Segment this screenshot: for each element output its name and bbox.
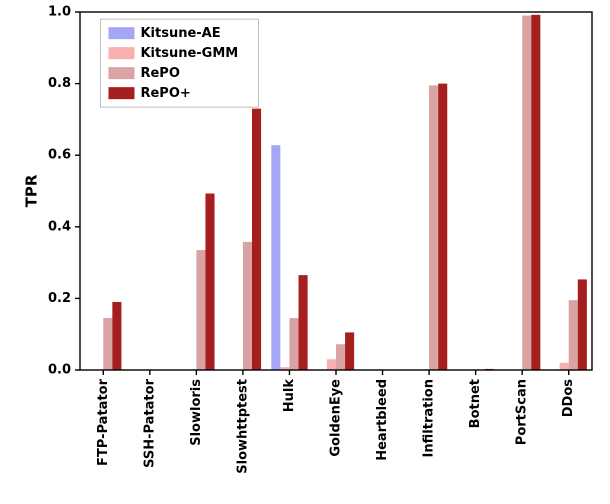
xtick-label: FTP-Patator (96, 378, 111, 466)
bar-repo--0 (112, 302, 121, 370)
y-axis-label: TPR (23, 174, 41, 207)
ytick-label: 0.6 (48, 148, 71, 163)
ytick-label: 0.2 (48, 291, 71, 306)
bar-repo--9 (531, 15, 540, 370)
bar-repo--5 (345, 332, 354, 370)
bar-kitsune-gmm-10 (560, 363, 569, 370)
xtick-label: GoldenEye (329, 379, 344, 457)
legend-label: Kitsune-GMM (140, 46, 238, 61)
legend-label: Kitsune-AE (140, 26, 220, 41)
bar-repo--2 (205, 194, 214, 370)
legend-label: RePO (140, 66, 179, 81)
bar-repo--3 (252, 109, 261, 370)
xtick-label: Hulk (282, 379, 297, 413)
bar-kitsune-ae-4 (271, 145, 280, 370)
xtick-label: Slowhttptest (235, 379, 250, 474)
legend-swatch (108, 27, 134, 39)
legend-swatch (108, 47, 134, 59)
ytick-label: 0.8 (48, 76, 71, 91)
bar-repo-9 (522, 16, 531, 370)
ytick-label: 0.0 (48, 363, 71, 378)
ytick-label: 0.4 (48, 219, 71, 234)
bar-repo--10 (578, 279, 587, 370)
bar-repo-5 (336, 344, 345, 370)
legend-swatch (108, 87, 134, 99)
tpr-bar-chart: 0.0 0.2 0.4 0.6 0.8 1.0 FTP-Patator SSH-Patator… (0, 0, 610, 504)
bar-repo-3 (243, 242, 252, 370)
bar-repo-0 (103, 318, 112, 370)
xtick-label: Heartbleed (375, 379, 390, 461)
bar-kitsune-gmm-5 (327, 359, 336, 370)
legend-swatch (108, 67, 134, 79)
bar-repo-2 (196, 250, 205, 370)
xtick-label: PortScan (515, 379, 530, 445)
bar-repo--4 (299, 275, 308, 370)
legend: Kitsune-AE Kitsune-GMM RePO RePO+ (100, 19, 258, 107)
xtick-label: SSH-Patator (142, 378, 157, 468)
bar-repo-4 (289, 318, 298, 370)
bar-repo--7 (438, 84, 447, 370)
xtick-label: Slowloris (189, 379, 204, 446)
bar-repo-7 (429, 85, 438, 370)
xtick-label: Botnet (468, 379, 483, 428)
xtick-label: Infiltration (422, 379, 437, 457)
ytick-label: 1.0 (48, 5, 71, 20)
xtick-label: DDos (561, 379, 576, 418)
bar-repo-10 (569, 300, 578, 370)
legend-label: RePO+ (140, 86, 190, 101)
